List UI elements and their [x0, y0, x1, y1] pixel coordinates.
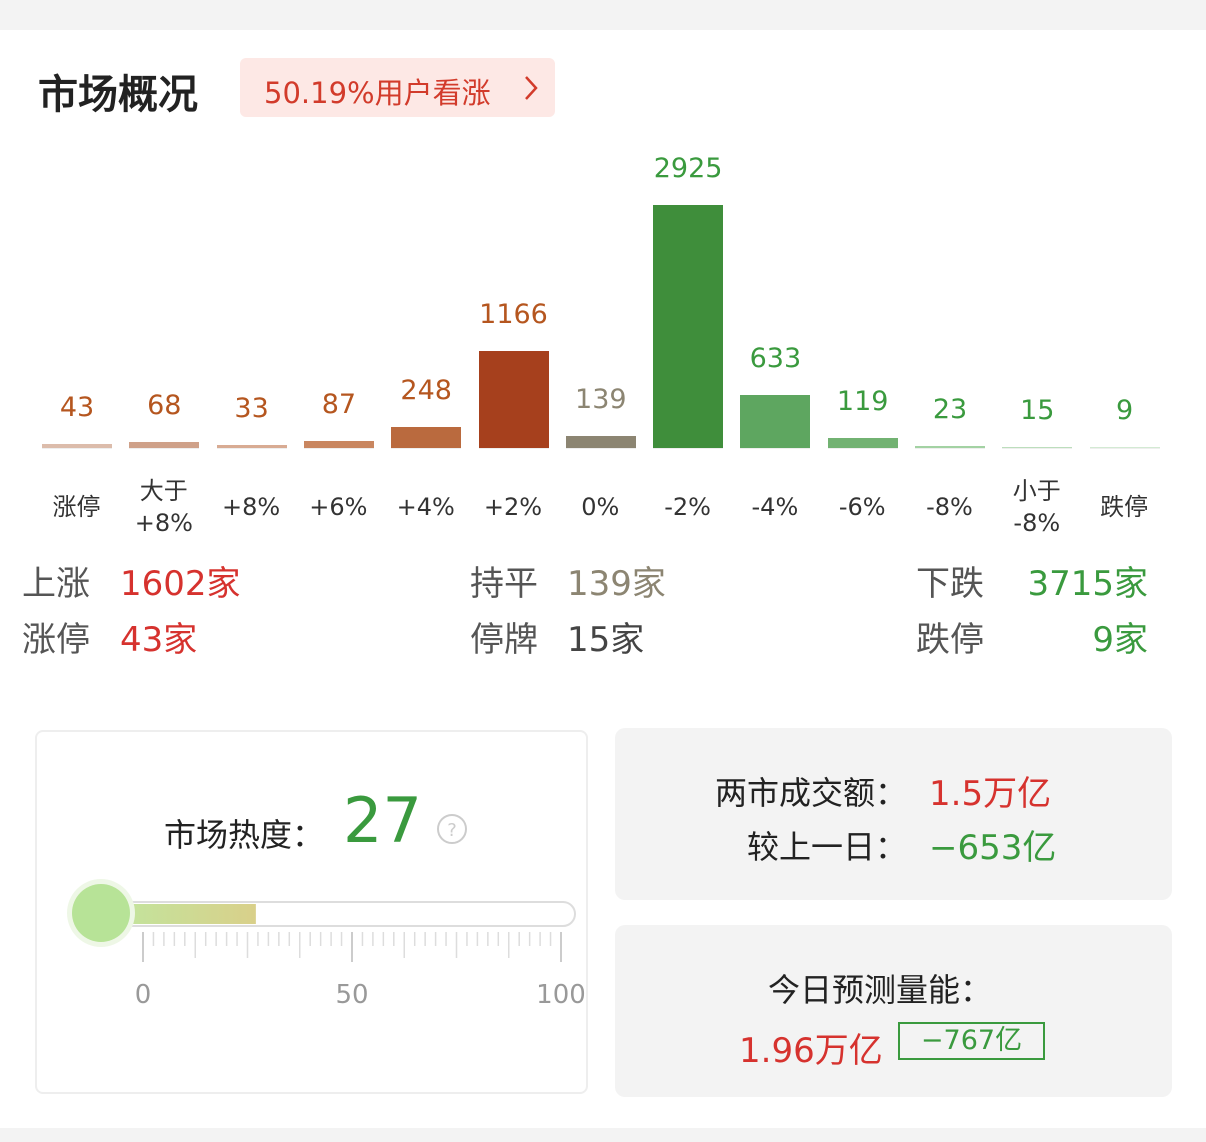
- baseline: [42, 448, 112, 449]
- heat-gauge: 0 50 100: [67, 879, 586, 1010]
- value-label: 119: [836, 386, 889, 418]
- change-label: 较上一日：: [746, 828, 907, 866]
- bottom-band: [0, 1128, 1206, 1142]
- bar: [565, 436, 636, 448]
- bar: [478, 351, 549, 448]
- section-title: 市场概况: [38, 72, 198, 118]
- baseline: [653, 448, 724, 449]
- sentiment-badge[interactable]: 50.19%用户看涨: [240, 58, 555, 117]
- baseline: [1002, 448, 1073, 449]
- category-label: +2%: [483, 493, 543, 521]
- help-icon[interactable]: ?: [435, 812, 469, 846]
- value-label: 15: [1020, 394, 1055, 426]
- value-label: 68: [147, 390, 182, 422]
- baseline: [565, 448, 636, 449]
- summary-label: 上涨: [22, 564, 90, 604]
- bar: [129, 442, 200, 448]
- gauge-bulb: [72, 884, 130, 942]
- baseline: [216, 448, 287, 449]
- category-label: 涨停: [52, 493, 101, 521]
- heat-card: 市场热度： 27 ? 0 50 100: [35, 730, 588, 1094]
- value-label: 43: [59, 392, 95, 424]
- turnover-label: 两市成交额：: [714, 774, 907, 812]
- summary-label: 停牌: [470, 620, 538, 660]
- summary-label: 跌停: [916, 620, 984, 660]
- baseline: [478, 448, 549, 449]
- summary-value: 43家: [120, 620, 198, 660]
- tick-label: 50: [335, 980, 368, 1010]
- baseline: [740, 448, 811, 449]
- bar-chart: 43 涨停 68 大于 +8% 33 +8% 87 +6% 248 +4% 1166 +2% 139 0%…: [22, 140, 1162, 540]
- category-label: 0%: [581, 493, 620, 521]
- value-label: 9: [1116, 394, 1134, 426]
- bar: [1089, 446, 1160, 448]
- bar: [740, 395, 811, 448]
- baseline: [827, 448, 898, 449]
- summary-value: 139家: [567, 564, 666, 604]
- value-label: 23: [932, 394, 968, 426]
- tick-label: 100: [536, 980, 586, 1010]
- summary-label: 下跌: [916, 564, 984, 604]
- bar: [216, 445, 287, 448]
- category-label: 跌停: [1100, 493, 1149, 521]
- bar: [827, 438, 898, 448]
- chevron: [525, 76, 538, 100]
- tick-label: 0: [135, 980, 152, 1010]
- bar: [653, 205, 724, 448]
- gauge-fill: [101, 904, 256, 924]
- bar: [391, 427, 462, 448]
- category-label: -6%: [838, 493, 886, 521]
- baseline: [1089, 448, 1160, 449]
- bar: [42, 444, 112, 448]
- baseline: [129, 448, 200, 449]
- heat-label: 市场热度：: [164, 816, 325, 854]
- top-band: [0, 0, 1206, 30]
- bar: [915, 446, 985, 448]
- baseline: [303, 448, 374, 449]
- forecast-value: 1.96万亿: [739, 1031, 883, 1071]
- value-label: 139: [575, 384, 627, 416]
- forecast-change: −767亿: [898, 1022, 1045, 1060]
- svg-text:?: ?: [447, 820, 457, 841]
- summary-value: 9家: [1092, 620, 1148, 660]
- turnover-card: 两市成交额： 1.5万亿 较上一日： −653亿: [615, 728, 1172, 900]
- value-label: 87: [321, 388, 357, 420]
- change-value: −653亿: [929, 828, 1057, 868]
- summary-value: 15家: [567, 620, 645, 660]
- baseline: [391, 448, 462, 449]
- category-label: +4%: [396, 493, 455, 521]
- summary-value: 3715家: [1027, 564, 1148, 604]
- value-label: 248: [400, 375, 452, 407]
- baseline: [915, 448, 985, 449]
- category-label: -4%: [751, 493, 799, 521]
- category-label: +6%: [309, 493, 368, 521]
- bar: [303, 440, 374, 448]
- category-label: -2%: [664, 493, 711, 521]
- badge-text: 50.19%用户看涨: [264, 76, 491, 110]
- value-label: 1166: [479, 299, 548, 331]
- category-label: +8%: [222, 493, 281, 521]
- forecast-card: 今日预测量能： 1.96万亿 −767亿: [615, 925, 1172, 1097]
- value-label: 33: [234, 393, 269, 425]
- value-label: 633: [749, 343, 802, 375]
- summary-value: 1602家: [120, 564, 241, 604]
- summary-label: 持平: [470, 564, 538, 604]
- summary-label: 涨停: [22, 620, 90, 660]
- value-label: 2925: [653, 153, 723, 184]
- heat-value: 27: [343, 784, 422, 857]
- category-label: 大于 +8%: [134, 477, 193, 537]
- forecast-label: 今日预测量能：: [767, 971, 992, 1009]
- category-label: -8%: [926, 493, 973, 521]
- turnover-value: 1.5万亿: [929, 774, 1052, 814]
- category-label: 小于 -8%: [1012, 477, 1061, 537]
- bar: [1002, 446, 1073, 448]
